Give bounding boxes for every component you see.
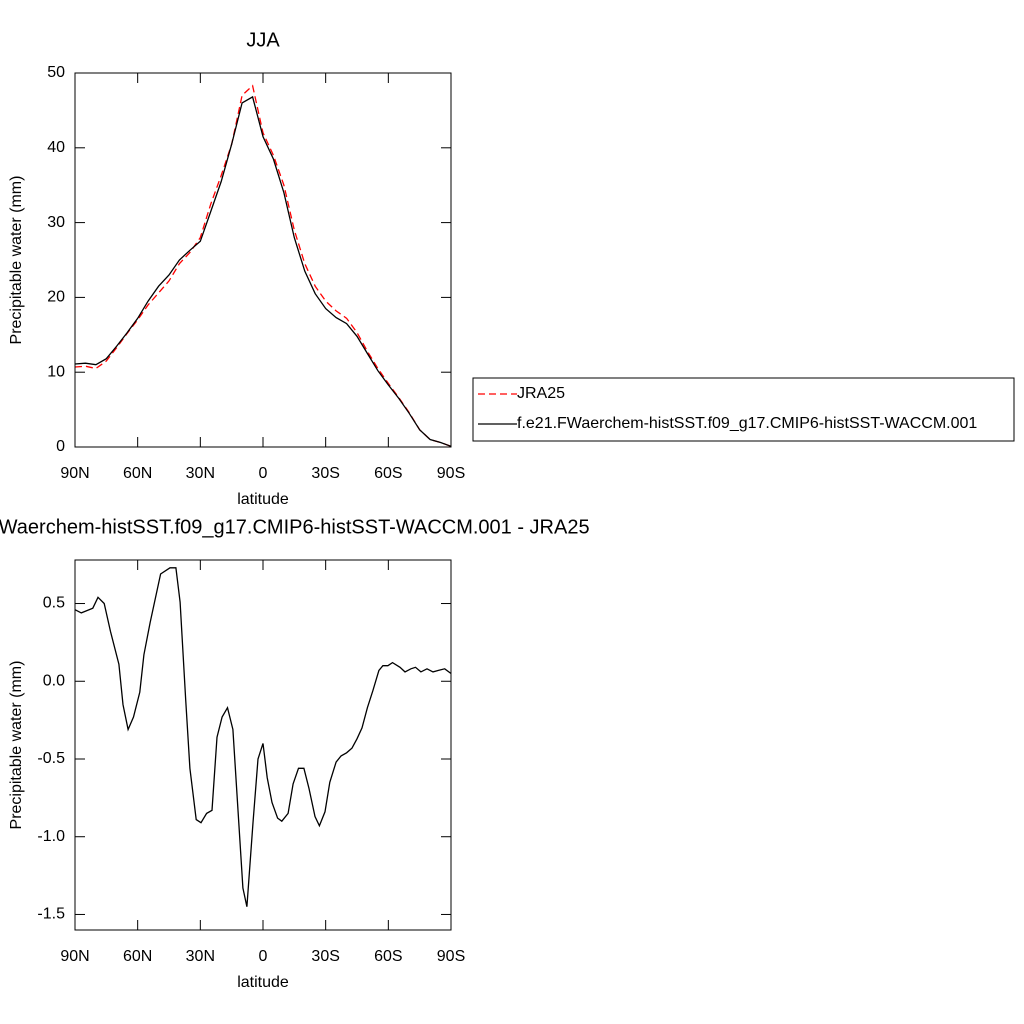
x-tick-label: 0 <box>259 465 268 482</box>
y-axis-label: Precipitable water (mm) <box>8 661 25 830</box>
y-tick-label: -1.0 <box>37 828 65 845</box>
y-tick-label: -1.5 <box>37 906 65 923</box>
plot-frame <box>74 559 452 931</box>
x-tick-label: 30N <box>186 948 215 965</box>
y-tick-label: 0.0 <box>43 672 65 689</box>
x-tick-label: 30S <box>311 948 339 965</box>
x-tick-label: 60S <box>374 948 402 965</box>
x-tick-label: 90N <box>60 948 89 965</box>
x-tick-label: 60N <box>123 948 152 965</box>
y-tick-label: 0.5 <box>43 595 65 612</box>
data-line <box>74 84 452 447</box>
x-axis-label: latitude <box>237 491 289 508</box>
x-tick-label: 60N <box>123 465 152 482</box>
y-tick-label: 50 <box>47 64 65 81</box>
chart-title: f.e21.FWaerchem-histSST.f09_g17.CMIP6-hi… <box>0 516 590 538</box>
y-tick-label: -0.5 <box>37 750 65 767</box>
x-tick-label: 0 <box>259 948 268 965</box>
x-tick-label: 90N <box>60 465 89 482</box>
plot-frame <box>74 72 452 448</box>
legend-label: f.e21.FWaerchem-histSST.f09_g17.CMIP6-hi… <box>517 415 977 432</box>
y-axis-label: Precipitable water (mm) <box>8 176 25 345</box>
data-line <box>74 95 452 447</box>
y-tick-label: 20 <box>47 289 65 306</box>
x-tick-label: 30S <box>311 465 339 482</box>
x-tick-label: 60S <box>374 465 402 482</box>
x-tick-label: 90S <box>437 948 465 965</box>
y-tick-label: 30 <box>47 214 65 231</box>
chart-title: JJA <box>246 29 280 51</box>
legend-label: JRA25 <box>517 385 565 402</box>
y-tick-label: 10 <box>47 363 65 380</box>
y-tick-label: 0 <box>56 438 65 455</box>
x-axis-label: latitude <box>237 974 289 991</box>
x-tick-label: 90S <box>437 465 465 482</box>
legend-box <box>472 377 1015 442</box>
y-tick-label: 40 <box>47 139 65 156</box>
legend: JRA25 f.e21.FWaerchem-histSST.f09_g17.CMI… <box>472 377 1015 442</box>
x-tick-label: 30N <box>186 465 215 482</box>
data-line <box>74 567 452 907</box>
